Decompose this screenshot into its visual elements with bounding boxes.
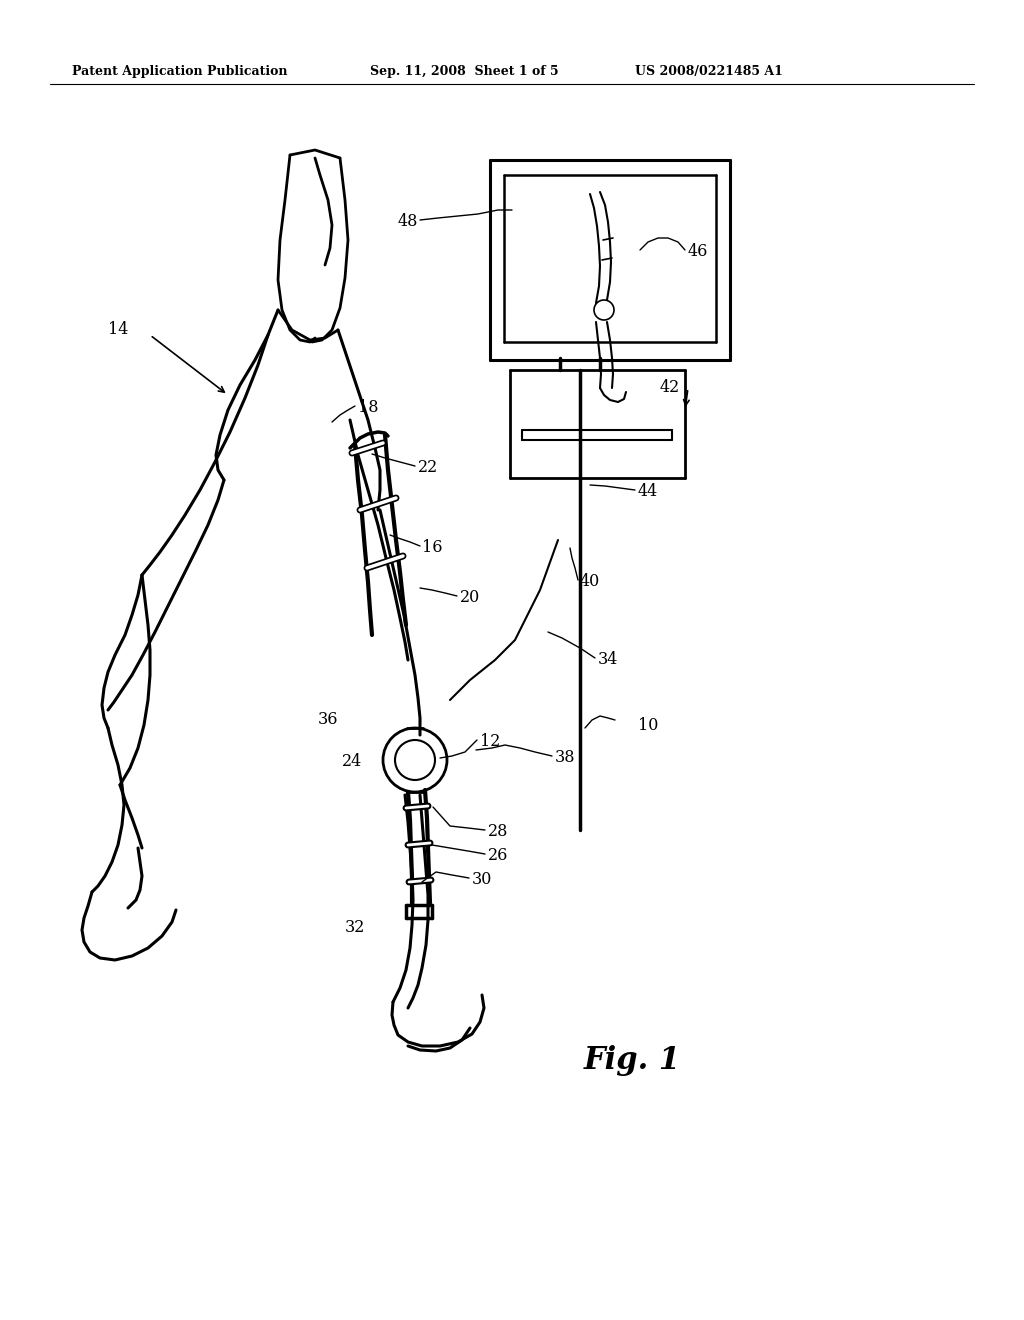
Text: 42: 42 xyxy=(660,380,680,396)
Text: Fig. 1: Fig. 1 xyxy=(584,1044,681,1076)
Text: 36: 36 xyxy=(318,711,339,729)
Text: 34: 34 xyxy=(598,652,618,668)
Text: 24: 24 xyxy=(342,754,362,771)
Text: 38: 38 xyxy=(555,750,575,767)
Text: 18: 18 xyxy=(358,400,379,417)
Text: 44: 44 xyxy=(638,483,658,500)
Text: 40: 40 xyxy=(580,573,600,590)
Text: 16: 16 xyxy=(422,540,442,557)
Text: US 2008/0221485 A1: US 2008/0221485 A1 xyxy=(635,66,783,78)
Text: 20: 20 xyxy=(460,590,480,606)
Text: 22: 22 xyxy=(418,459,438,477)
Text: Sep. 11, 2008  Sheet 1 of 5: Sep. 11, 2008 Sheet 1 of 5 xyxy=(370,66,559,78)
Text: 10: 10 xyxy=(638,718,658,734)
Text: 14: 14 xyxy=(108,322,128,338)
Text: 12: 12 xyxy=(480,734,501,751)
Text: 48: 48 xyxy=(398,214,419,231)
Text: 46: 46 xyxy=(688,243,709,260)
Text: 28: 28 xyxy=(488,824,508,841)
Text: 30: 30 xyxy=(472,871,493,888)
Text: 26: 26 xyxy=(488,847,508,865)
Text: Patent Application Publication: Patent Application Publication xyxy=(72,66,288,78)
Text: 32: 32 xyxy=(345,920,366,936)
